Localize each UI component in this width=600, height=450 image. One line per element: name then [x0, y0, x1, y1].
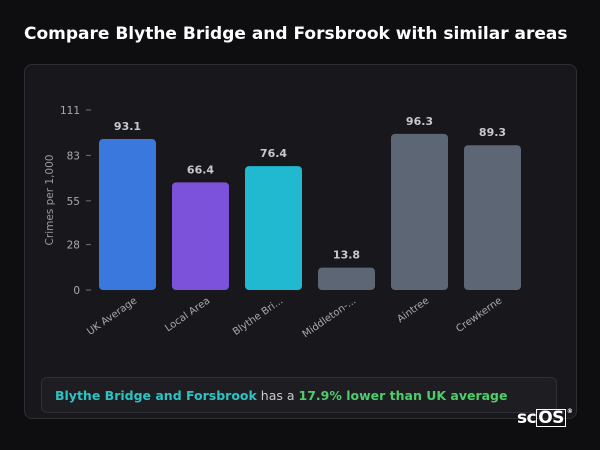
summary-place-name: Blythe Bridge and Forsbrook	[55, 387, 257, 403]
x-category-label: Local Area	[163, 295, 212, 334]
x-category-label: UK Average	[85, 295, 139, 337]
bar-value-label: 76.4	[260, 147, 287, 160]
bar-value-label: 96.3	[406, 115, 433, 128]
y-tick-label: 28	[67, 240, 80, 252]
bar-0	[99, 139, 156, 290]
bar-value-label: 89.3	[479, 126, 506, 139]
bar-1	[172, 182, 229, 290]
bar-value-label: 93.1	[114, 120, 141, 133]
y-tick-label: 111	[60, 105, 80, 117]
page-title: Compare Blythe Bridge and Forsbrook with…	[24, 24, 568, 44]
bar-value-label: 66.4	[187, 163, 214, 176]
y-tick-label: 0	[73, 285, 80, 297]
logo-registered-mark: ®	[566, 408, 573, 415]
bar-2	[245, 166, 302, 290]
logo-boxed: OS	[536, 408, 566, 428]
x-category-label: Middleton-...	[301, 295, 359, 340]
summary-text: has a	[256, 387, 299, 403]
comparison-summary: Blythe Bridge and Forsbrook has a 17.9% …	[41, 377, 557, 413]
logo-prefix: sc	[517, 408, 537, 428]
brand-logo: sc OS ®	[517, 408, 573, 428]
x-category-label: Blythe Bri...	[231, 295, 285, 338]
bar-value-label: 13.8	[333, 249, 360, 262]
bar-5	[464, 145, 521, 290]
bar-4	[391, 133, 448, 290]
x-category-label: Crewkerne	[454, 295, 504, 335]
y-tick-label: 83	[67, 150, 80, 162]
x-category-label: Aintree	[395, 295, 431, 325]
y-axis-label: Crimes per 1,000	[44, 155, 56, 246]
summary-difference: 17.9% lower than UK average	[298, 387, 508, 403]
y-tick-label: 55	[67, 196, 80, 208]
bar-3	[318, 267, 375, 290]
